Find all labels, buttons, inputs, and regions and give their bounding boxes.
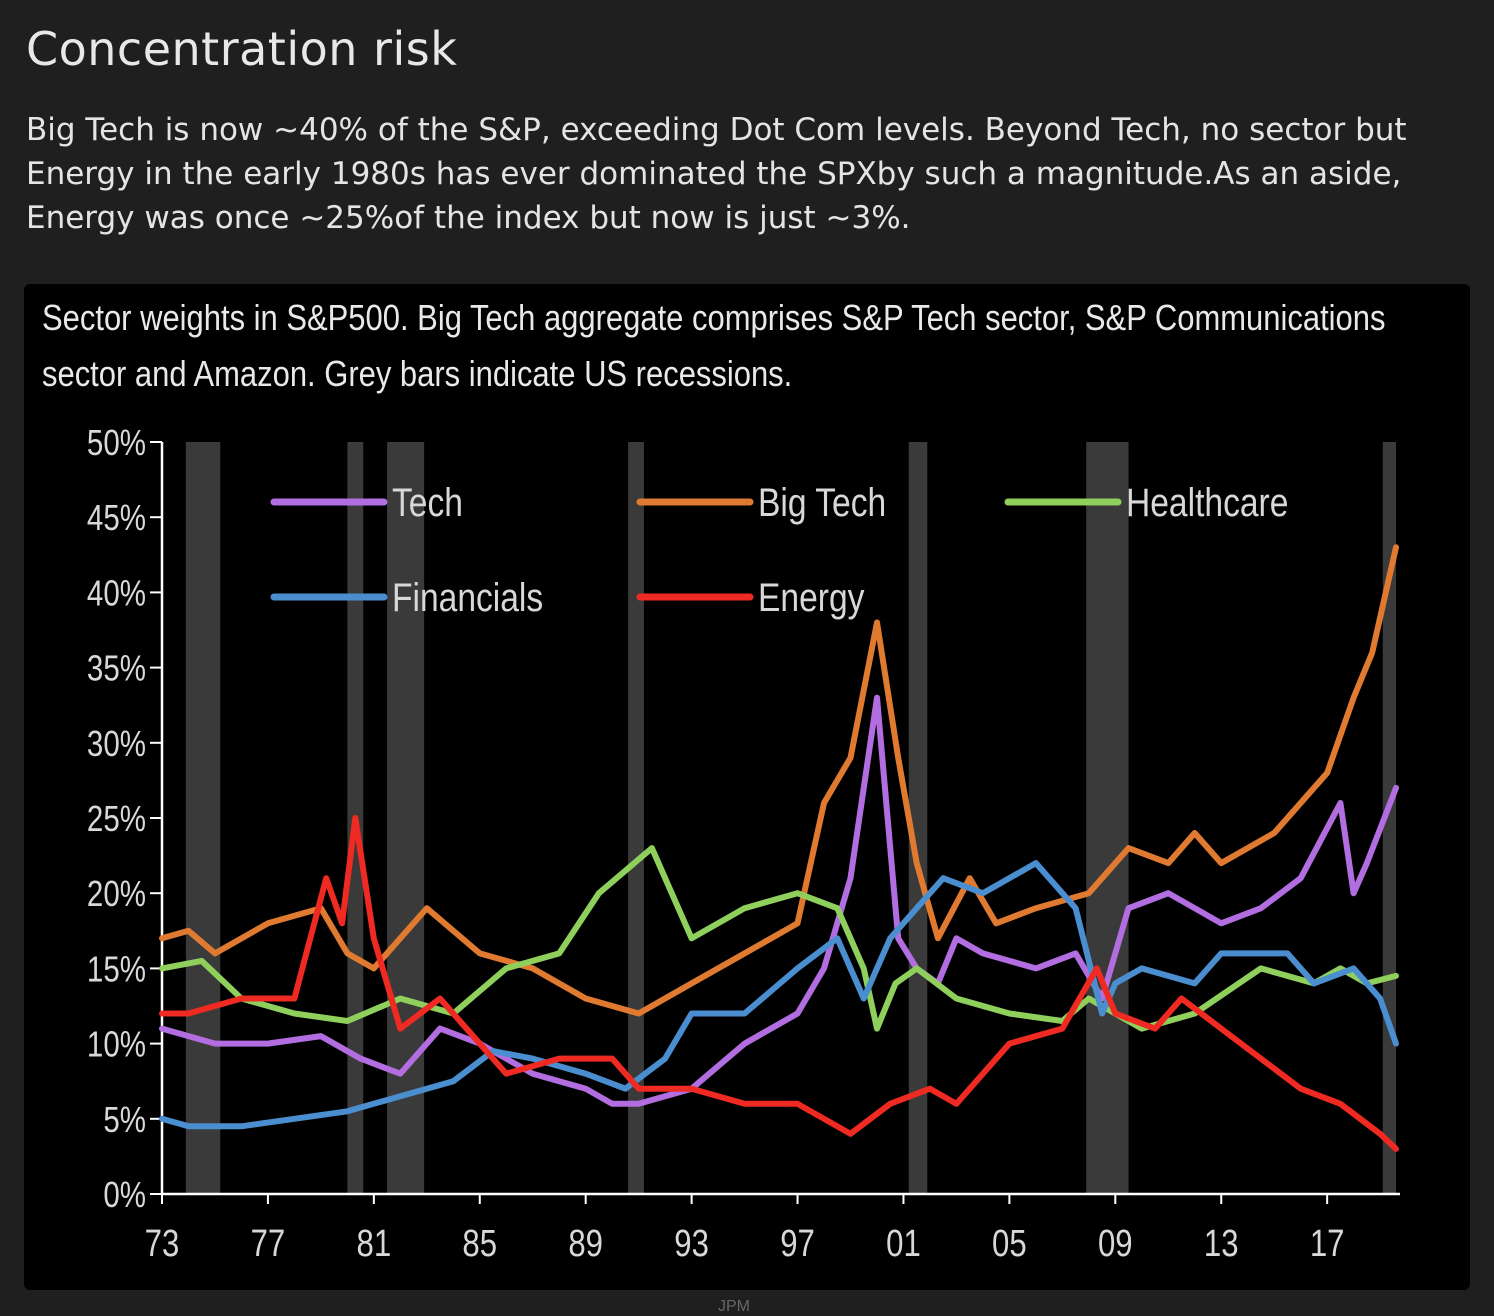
x-tick-label: 73	[145, 1223, 180, 1265]
legend-label-tech: Tech	[392, 480, 463, 524]
y-tick-label: 35%	[87, 648, 146, 688]
series-line-big-tech	[159, 544, 1399, 1017]
y-tick-label: 10%	[87, 1024, 146, 1064]
y-tick-label: 30%	[87, 723, 146, 763]
chart-caption: Sector weights in S&P500. Big Tech aggre…	[42, 297, 1386, 394]
recession-bar	[1086, 442, 1129, 1194]
x-tick-label: 97	[780, 1223, 815, 1265]
recession-bars	[185, 442, 1396, 1194]
legend-label-healthcare: Healthcare	[1126, 480, 1288, 524]
legend-label-financials: Financials	[392, 575, 543, 619]
x-tick-label: 05	[992, 1223, 1027, 1265]
x-tick-label: 13	[1204, 1223, 1239, 1265]
y-tick-label: 20%	[87, 873, 146, 913]
page-subtitle: Big Tech is now ~40% of the S&P, exceedi…	[26, 112, 1407, 236]
x-tick-label: 09	[1098, 1223, 1133, 1265]
sector-weights-chart: 0% 5% 10% 15% 20% 25% 30% 35% 40% 45% 50% 73 77 81 85 8…	[87, 422, 1400, 1265]
legend: Tech Big Tech Healthcare Financials Energy	[270, 480, 1288, 620]
series-lines	[159, 544, 1399, 1152]
y-tick-label: 15%	[87, 949, 146, 989]
page-title: Concentration risk	[26, 22, 458, 76]
x-tick-label: 81	[357, 1223, 392, 1265]
x-tick-label: 89	[568, 1223, 603, 1265]
y-tick-label: 40%	[87, 573, 146, 613]
y-tick-label: 0%	[103, 1174, 146, 1214]
y-tick-label: 45%	[87, 497, 146, 537]
series-line-financials	[159, 860, 1399, 1130]
recession-bar	[1382, 442, 1396, 1194]
y-tick-label: 50%	[87, 422, 146, 462]
legend-label-big-tech: Big Tech	[758, 480, 886, 524]
x-tick-label: 17	[1310, 1223, 1345, 1265]
x-tick-label: 77	[251, 1223, 286, 1265]
y-tick-label: 5%	[103, 1099, 146, 1139]
recession-bar	[387, 442, 425, 1194]
series-line-tech	[159, 694, 1399, 1107]
recession-bar	[908, 442, 928, 1194]
legend-label-energy: Energy	[758, 575, 865, 619]
source-note: JPM	[718, 1298, 750, 1315]
recession-bar	[628, 442, 644, 1194]
x-tick-label: 85	[462, 1223, 497, 1265]
recession-bar	[185, 442, 221, 1194]
y-tick-label: 25%	[87, 798, 146, 838]
series-line-energy	[159, 815, 1399, 1152]
x-tick-label: 01	[886, 1223, 921, 1265]
x-tick-label: 93	[674, 1223, 709, 1265]
axes: 0% 5% 10% 15% 20% 25% 30% 35% 40% 45% 50% 73 77 81 85 8…	[87, 422, 1400, 1265]
chart-panel: Sector weights in S&P500. Big Tech aggre…	[24, 284, 1470, 1290]
